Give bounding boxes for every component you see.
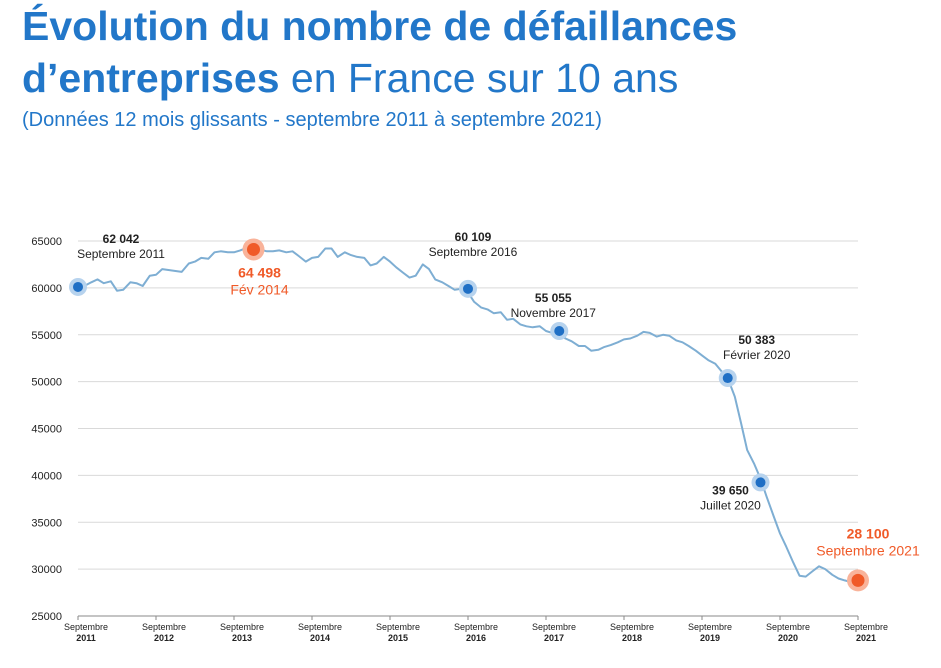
data-point [247, 242, 260, 256]
annotation-label: Novembre 2017 [511, 306, 597, 320]
x-tick-label-year: 2013 [232, 633, 252, 643]
annotation-value: 55 055 [535, 291, 572, 305]
x-tick-label-year: 2012 [154, 633, 174, 643]
series-layer [77, 246, 859, 588]
annotation-label: Février 2020 [723, 348, 791, 362]
grid-lines [78, 240, 858, 617]
x-tick-label-year: 2016 [466, 633, 486, 643]
x-tick-label: Septembre [688, 622, 732, 632]
y-tick-label: 35000 [31, 517, 62, 529]
annotation-label: Septembre 2016 [429, 245, 518, 259]
y-axis: 65000 60000 55000 50000 45000 40000 35000 30000… [31, 236, 62, 623]
title-line-2-bold: d’entreprises [22, 55, 280, 101]
annotation-value: 39 650 [712, 483, 749, 497]
x-tick-label-year: 2011 [76, 633, 96, 643]
x-tick-label-year: 2020 [778, 633, 798, 643]
chart-subtitle: (Données 12 mois glissants - septembre 2… [22, 109, 602, 131]
series-line [77, 246, 859, 588]
y-tick-label: 60000 [31, 283, 62, 295]
annotation-label: Septembre 2021 [816, 542, 920, 558]
annotation-value: 60 109 [455, 230, 492, 244]
y-tick-label: 55000 [31, 330, 62, 342]
annotation-label: Septembre 2011 [77, 247, 165, 261]
chart-title: Évolution du nombre de défaillances d’en… [22, 0, 737, 104]
data-point [755, 477, 766, 488]
annotation-value: 50 383 [738, 333, 775, 347]
x-tick-label-year: 2019 [700, 633, 720, 643]
x-tick-label: Septembre [142, 622, 186, 632]
annotation-label: Fév 2014 [230, 281, 289, 297]
x-tick-label: Septembre [298, 622, 342, 632]
annotation-value: 62 042 [103, 232, 140, 246]
data-point [722, 373, 733, 384]
x-tick-label: Septembre [64, 622, 108, 632]
title-line-1: Évolution du nombre de défaillances [22, 3, 738, 49]
x-tick-label: Septembre [766, 622, 810, 632]
x-tick-label-year: 2021 [856, 633, 876, 643]
y-tick-label: 25000 [31, 611, 62, 623]
x-tick-label: Septembre [220, 622, 264, 632]
annotation-label: Juillet 2020 [700, 498, 761, 512]
x-tick-label-year: 2015 [388, 633, 408, 643]
y-tick-label: 45000 [31, 424, 62, 436]
y-tick-label: 40000 [31, 470, 62, 482]
x-tick-label: Septembre [532, 622, 576, 632]
data-point [463, 283, 473, 294]
x-tick-label: Septembre [376, 622, 420, 632]
y-tick-label: 50000 [31, 377, 62, 389]
x-tick-label: Septembre [610, 622, 654, 632]
annotation-value: 64 498 [238, 264, 281, 280]
y-tick-label: 65000 [31, 236, 62, 248]
y-tick-label: 30000 [31, 564, 62, 576]
data-point [554, 326, 565, 336]
x-tick-label-year: 2014 [310, 633, 330, 643]
data-point [73, 281, 83, 292]
x-tick-label-year: 2017 [544, 633, 564, 643]
x-tick-label-year: 2018 [622, 633, 642, 643]
data-point [851, 573, 865, 587]
annotation-value: 28 100 [847, 525, 890, 541]
x-axis: Septembre2011Septembre2012Septembre2013S… [64, 615, 888, 643]
x-tick-label: Septembre [454, 622, 498, 632]
x-tick-label: Septembre [844, 622, 888, 632]
title-line-2-rest: en France sur 10 ans [279, 55, 679, 101]
